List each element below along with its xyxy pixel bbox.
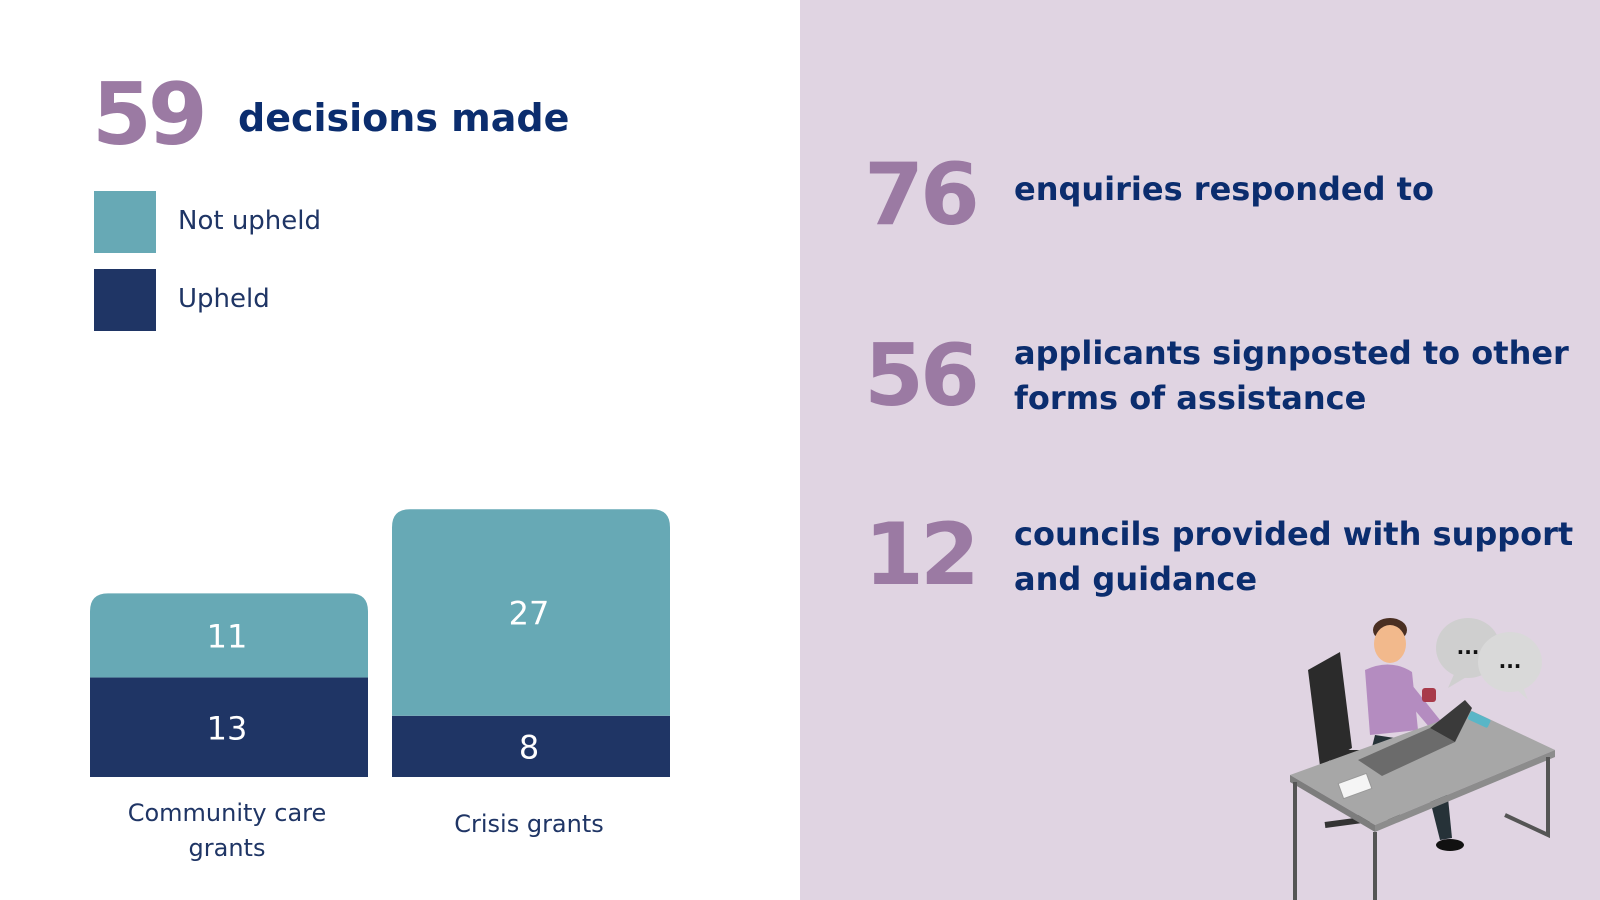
data-label-not-upheld: 11 (207, 617, 248, 655)
phone-icon (1467, 711, 1491, 728)
stat-label-signposted: applicants signposted to other forms of … (1014, 334, 1569, 417)
category-label: grants (189, 834, 266, 862)
decisions-count: 59 (92, 65, 208, 165)
data-label-upheld: 13 (207, 709, 248, 747)
data-label-upheld: 8 (519, 728, 539, 766)
bar-segment-upheld (392, 715, 670, 777)
legend-label-not-upheld: Not upheld (178, 206, 321, 236)
desk-icon (1290, 710, 1555, 900)
svg-text:...: ... (1457, 635, 1480, 659)
decisions-label: decisions made (238, 96, 570, 140)
category-label: Crisis grants (454, 810, 604, 838)
stat-number-councils: 12 (864, 505, 980, 605)
bar-segment-upheld (90, 677, 368, 777)
stat-label-enquiries: enquiries responded to (1014, 170, 1434, 208)
category-label: Community care (128, 799, 327, 827)
notepad-icon (1337, 772, 1373, 800)
bar-segment-not-upheld (392, 509, 670, 716)
stat-number-signposted: 56 (864, 326, 980, 426)
stacked-bar-chart: 13 11 Community care grants 8 27 Crisis grants (90, 509, 670, 862)
legend-swatch-not-upheld (94, 191, 156, 253)
legend-swatch-upheld (94, 269, 156, 331)
legend-label-upheld: Upheld (178, 284, 270, 314)
stat-label-councils: councils provided with support and guida… (1014, 515, 1574, 598)
bar-segment-not-upheld (90, 593, 368, 678)
data-label-not-upheld: 27 (509, 595, 550, 633)
person-at-laptop-desk-illustration: ... ... (1290, 618, 1555, 900)
laptop-icon (1358, 700, 1472, 776)
speech-bubble-icon: ... (1478, 632, 1542, 700)
mug-icon (1422, 688, 1436, 702)
stat-number-enquiries: 76 (864, 145, 980, 245)
svg-text:...: ... (1499, 649, 1522, 673)
